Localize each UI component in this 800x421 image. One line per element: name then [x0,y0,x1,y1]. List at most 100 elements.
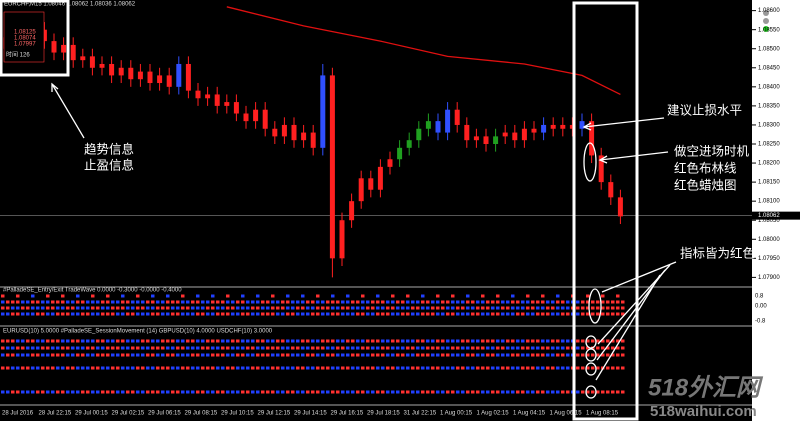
indicator-dot [126,366,130,370]
indicator-dot [66,353,70,357]
indicator-dot [271,294,275,298]
indicator-dot [111,346,115,350]
indicator-dot [91,300,95,304]
indicator-dot [621,312,625,316]
x-tick-label: 29 Jul 10:15 [221,411,254,417]
indicator-dot [81,306,85,310]
indicator-dot [66,390,70,394]
indicator-dot [376,390,380,394]
indicator-dot [401,312,405,316]
indicator-dot [221,346,225,350]
indicator-dot [361,312,365,316]
indicator-dot [616,300,620,304]
indicator-dot [401,390,405,394]
indicator-dot [501,353,505,357]
indicator-dot [161,339,165,343]
indicator-dot [241,353,245,357]
indicator-dot [326,312,330,316]
indicator-dot [96,353,100,357]
indicator-dot [561,300,565,304]
indicator-dot [346,353,350,357]
indicator-dot [596,353,600,357]
indicator-dot [586,306,590,310]
y-tick-label: 1.08050 [758,218,780,224]
indicator-dot [136,346,140,350]
indicator-dot [176,346,180,350]
indicator-title: EURUSD(10) 5.0000 #PalladeSE_SessionMove… [3,329,273,335]
indicator-dot [271,353,275,357]
indicator-dot [441,339,445,343]
indicator-dot [596,339,600,343]
indicator-dot [461,390,465,394]
indicator-dot [191,353,195,357]
indicator-dot [341,366,345,370]
indicator-dot [391,339,395,343]
indicator-dot [106,390,110,394]
indicator-dot [186,346,190,350]
indicator-dot [476,366,480,370]
indicator-dot [566,300,570,304]
indicator-dot [61,306,65,310]
x-tick-label: 29 Jul 12:15 [258,411,291,417]
indicator-dot [246,312,250,316]
indicator-dot [366,353,370,357]
indicator-dot [146,300,150,304]
indicator-dot [221,339,225,343]
x-tick-label: 31 Jul 22:15 [404,411,437,417]
indicator-dot [66,346,70,350]
indicator-dot [316,353,320,357]
indicator-dot [581,339,585,343]
indicator-dot [61,300,65,304]
indicator-dot [286,339,290,343]
indicator-dot [541,339,545,343]
indicator-dot [616,346,620,350]
indicator-dot [296,312,300,316]
indicator-dot [116,306,120,310]
indicator-dot [556,294,560,298]
indicator-dot [361,353,365,357]
indicator-dot [486,312,490,316]
indicator-dot [376,346,380,350]
indicator-dot [286,390,290,394]
candle-body [301,132,307,141]
indicator-dot [6,353,10,357]
indicator-dot [351,300,355,304]
indicator-dot [541,306,545,310]
indicator-dot [321,353,325,357]
indicator-dot [121,339,125,343]
indicator-dot [121,366,125,370]
indicator-dot [346,366,350,370]
indicator-dot [6,390,10,394]
indicator-dot [81,339,85,343]
indicator-dot [441,300,445,304]
dot [763,26,769,32]
indicator-dot [301,390,305,394]
indicator-dot [156,312,160,316]
indicator-dot [416,353,420,357]
indicator-dot [41,339,45,343]
indicator-dot [21,300,25,304]
indicator-dot [71,366,75,370]
indicator-dot [411,300,415,304]
indicator-dot [391,306,395,310]
indicator-dot [186,366,190,370]
indicator-dot [166,306,170,310]
indicator-dot [286,346,290,350]
indicator-dot [256,353,260,357]
indicator-dot [141,346,145,350]
indicator-dot [431,353,435,357]
indicator-dot [301,366,305,370]
indicator-dot [456,300,460,304]
indicator-dot [511,312,515,316]
candle-body [291,124,297,141]
y-tick-label: 1.08550 [758,27,780,33]
indicator-dot [201,306,205,310]
indicator-dot [106,346,110,350]
indicator-dot [541,312,545,316]
indicator-dot [411,366,415,370]
indicator-dot [171,390,175,394]
indicator-dot [401,306,405,310]
indicator-dot [31,294,35,298]
indicator-dot [446,300,450,304]
indicator-dot [436,312,440,316]
